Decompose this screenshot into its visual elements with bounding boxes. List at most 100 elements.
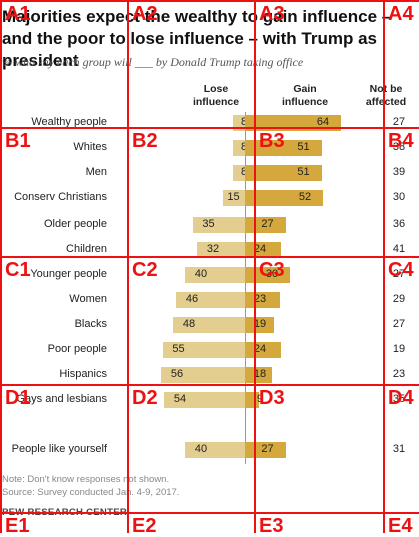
gain-value-label: 18 (253, 368, 267, 380)
lose-bar (222, 190, 245, 206)
overlay-horizontal-line (0, 384, 419, 386)
overlay-vertical-line (0, 0, 2, 533)
gain-value-label: 30 (265, 268, 279, 280)
lose-value-label: 48 (182, 318, 196, 330)
category-label: Hispanics (59, 368, 107, 380)
neutral-value-label: 41 (392, 243, 406, 255)
category-label: Whites (73, 141, 107, 153)
overlay-cell-label: C3 (259, 259, 285, 281)
gain-bar (245, 140, 322, 156)
gain-value-label: 51 (297, 141, 310, 153)
neutral-value-label: 38 (392, 141, 406, 153)
gain-bar (245, 267, 290, 283)
gain-bar (245, 367, 272, 383)
lose-bar (176, 292, 245, 308)
gain-value-label: 64 (316, 116, 330, 128)
category-label: Men (85, 166, 107, 178)
overlay-cell-label: D3 (259, 387, 285, 409)
lose-value-label: 40 (194, 443, 208, 455)
overlay-vertical-line (254, 0, 256, 533)
overlay-cell-label: D2 (132, 387, 158, 409)
lose-bar (185, 267, 245, 283)
overlay-cell-label: A2 (132, 3, 158, 25)
gain-bar (245, 190, 323, 206)
category-label: Poor people (47, 343, 107, 355)
overlay-horizontal-line (0, 256, 419, 258)
lose-bar (164, 392, 245, 408)
category-label: Wealthy people (31, 116, 107, 128)
gain-value-label: 24 (253, 243, 267, 255)
lose-column-header: Lose influence (192, 83, 240, 108)
neutral-value-label: 23 (392, 368, 406, 380)
gain-value-label: 19 (253, 318, 267, 330)
lose-value-label: 8 (240, 141, 248, 153)
category-label: Younger people (30, 268, 107, 280)
overlay-cell-label: E4 (388, 515, 413, 537)
lose-value-label: 40 (194, 268, 208, 280)
category-label: Older people (44, 218, 107, 230)
lose-bar (161, 367, 245, 383)
overlay-cell-label: D4 (388, 387, 414, 409)
gain-value-label: 51 (297, 166, 310, 178)
lose-value-label: 15 (227, 191, 240, 203)
lose-bar (233, 165, 245, 181)
overlay-cell-label: E2 (132, 515, 157, 537)
lose-bar (197, 242, 245, 258)
lose-value-label: 35 (202, 218, 215, 230)
overlay-cell-label: A1 (5, 3, 31, 25)
gain-value-label: 9 (256, 393, 264, 405)
category-label: People like yourself (11, 443, 107, 455)
overlay-cell-label: A3 (259, 3, 285, 25)
overlay-cell-label: C2 (132, 259, 158, 281)
lose-value-label: 56 (170, 368, 184, 380)
gain-bar (245, 317, 274, 333)
lose-bar (185, 442, 245, 458)
neutral-value-label: 27 (392, 318, 406, 330)
overlay-cell-label: A4 (388, 3, 414, 25)
category-label: Conserv Christians (14, 191, 107, 203)
gain-value-label: 23 (253, 293, 267, 305)
footnote: Note: Don't know responses not shown. (2, 474, 170, 485)
category-label: Gays and lesbians (16, 393, 108, 405)
lose-value-label: 46 (185, 293, 199, 305)
neutral-value-label: 27 (392, 116, 406, 128)
overlay-horizontal-line (0, 127, 419, 129)
lose-value-label: 8 (240, 166, 248, 178)
neutral-value-label: 39 (392, 166, 406, 178)
overlay-cell-label: E3 (259, 515, 284, 537)
neutral-value-label: 27 (392, 268, 406, 280)
overlay-vertical-line (127, 0, 129, 533)
chart-title: Majorities expect the wealthy to gain in… (2, 7, 392, 70)
neutral-value-label: 29 (392, 293, 406, 305)
source-note: Source: Survey conducted Jan. 4-9, 2017. (2, 487, 180, 498)
gain-bar (245, 292, 280, 308)
overlay-cell-label: B1 (5, 130, 31, 152)
overlay-cell-label: E1 (5, 515, 30, 537)
lose-bar (233, 140, 245, 156)
overlay-cell-label: B4 (388, 130, 414, 152)
overlay-cell-label: C1 (5, 259, 31, 281)
neutral-value-label: 30 (392, 191, 406, 203)
overlay-horizontal-line (0, 0, 419, 2)
category-label: Blacks (74, 318, 107, 330)
category-label: Children (66, 243, 107, 255)
neutral-value-label: 36 (392, 218, 406, 230)
neutral-column-header: Not be affected (365, 83, 407, 108)
lose-bar (173, 317, 245, 333)
lose-bar (192, 217, 245, 233)
gain-value-label: 27 (261, 443, 274, 455)
chart-subtitle: % who say each group will ___ by Donald … (2, 55, 304, 69)
category-label: Women (69, 293, 107, 305)
gain-value-label: 52 (298, 191, 312, 203)
neutral-value-label: 35 (392, 393, 406, 405)
overlay-cell-label: C4 (388, 259, 414, 281)
overlay-cell-label: B2 (132, 130, 158, 152)
lose-value-label: 55 (172, 343, 185, 355)
lose-value-label: 54 (173, 393, 187, 405)
zero-axis-line (245, 112, 246, 464)
gain-value-label: 24 (253, 343, 267, 355)
neutral-value-label: 31 (392, 443, 406, 455)
gain-bar (245, 165, 322, 181)
overlay-cell-label: B3 (259, 130, 285, 152)
